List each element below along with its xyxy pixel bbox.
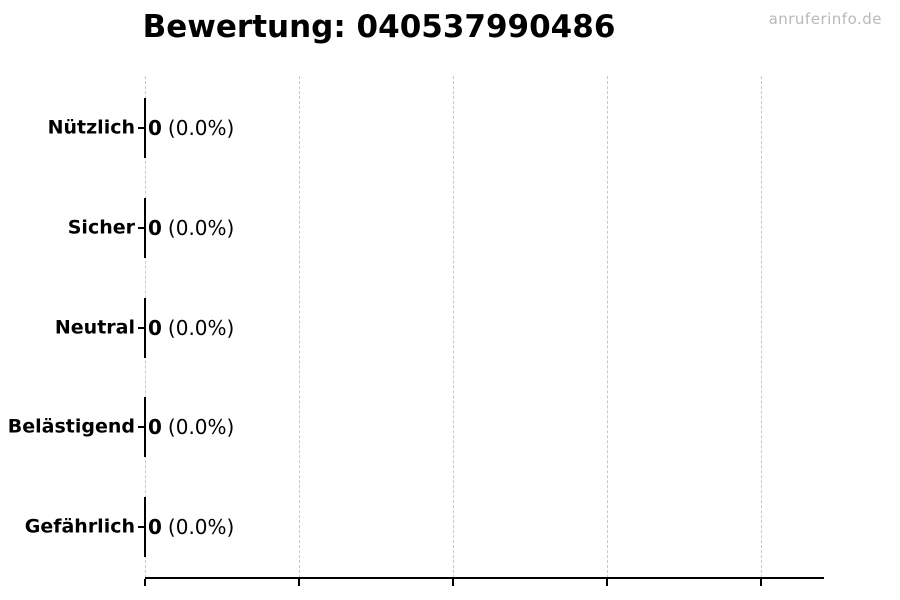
x-axis-line [145,577,824,579]
category-label: Sicher [67,216,135,239]
y-axis-tick [138,426,145,428]
bar-count: 0 [148,515,162,539]
zero-value-bar [144,397,146,457]
x-axis-tick [452,579,454,586]
bar-value-label: 0 (0.0%) [148,218,234,238]
category-label: Gefährlich [24,515,135,538]
gridline [607,76,608,578]
bar-value-label: 0 (0.0%) [148,517,234,537]
zero-value-bar [144,298,146,358]
gridline [761,76,762,578]
bar-percent: (0.0%) [167,316,235,340]
zero-value-bar [144,98,146,158]
bar-value-label: 0 (0.0%) [148,318,234,338]
gridline [453,76,454,578]
x-axis-tick [760,579,762,586]
zero-value-bar [144,497,146,557]
bar-percent: (0.0%) [167,415,235,439]
category-label: Nützlich [47,116,135,139]
bar-value-label: 0 (0.0%) [148,118,234,138]
bar-percent: (0.0%) [167,116,235,140]
bar-count: 0 [148,316,162,340]
x-axis-tick [144,579,146,586]
category-label: Neutral [54,316,135,339]
bar-count: 0 [148,216,162,240]
x-axis-tick [606,579,608,586]
x-axis-tick [298,579,300,586]
bar-value-label: 0 (0.0%) [148,417,234,437]
gridline [299,76,300,578]
category-label: Belästigend [7,415,135,438]
y-axis-tick [138,327,145,329]
y-axis-tick [138,127,145,129]
bar-count: 0 [148,415,162,439]
bar-percent: (0.0%) [167,515,235,539]
y-axis-tick [138,526,145,528]
bar-count: 0 [148,116,162,140]
bar-percent: (0.0%) [167,216,235,240]
y-axis-tick [138,227,145,229]
chart-title: Bewertung: 040537990486 [142,9,616,45]
watermark-text: anruferinfo.de [768,10,882,28]
zero-value-bar [144,198,146,258]
